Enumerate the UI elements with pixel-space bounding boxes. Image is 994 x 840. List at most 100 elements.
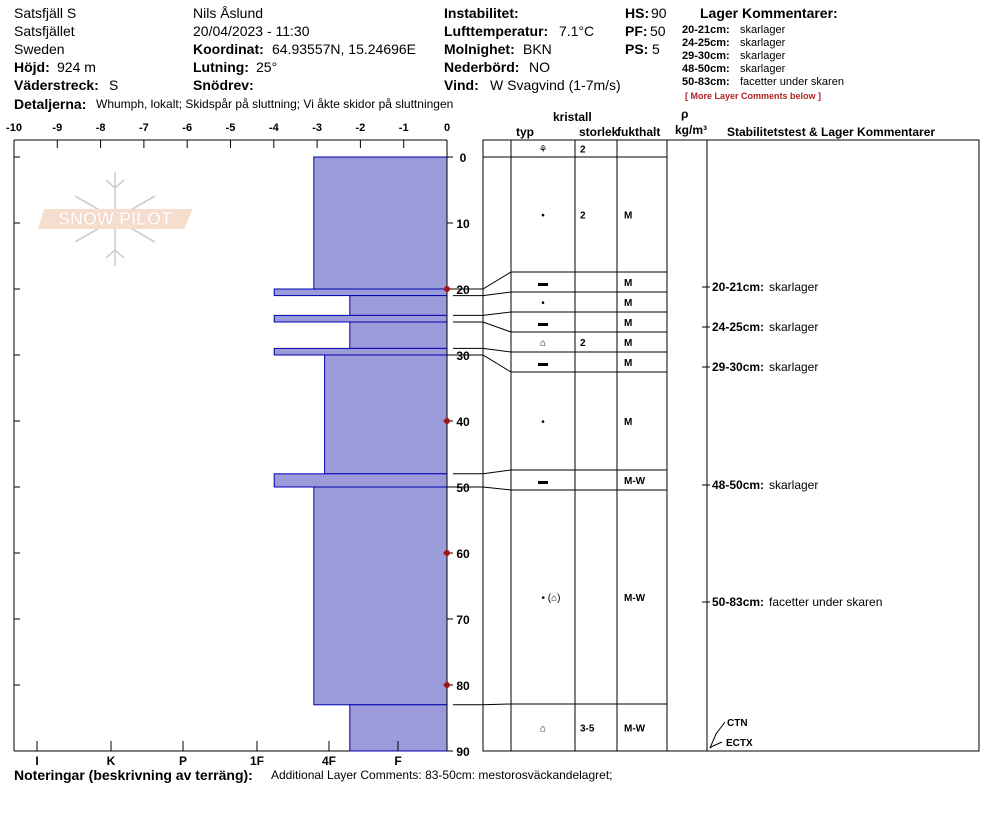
depth-connector xyxy=(453,291,512,297)
temperature-point xyxy=(443,285,451,293)
storlek-header: storlek xyxy=(579,125,619,139)
grain-type-symbol: • xyxy=(541,298,545,309)
depth-tick-label: 30 xyxy=(456,349,470,363)
depth-tick-label: 10 xyxy=(456,217,470,231)
hardness-tick-label: 1F xyxy=(250,754,264,768)
ctn-test-label: CTN xyxy=(727,718,748,729)
grain-type-symbol: ⚘ xyxy=(539,145,548,156)
grain-type-symbol: ⌂ xyxy=(540,338,546,349)
rho-unit-header: kg/m³ xyxy=(675,123,708,137)
temperature-point xyxy=(443,417,451,425)
depth-connector xyxy=(453,354,512,373)
hardness-tick-label: I xyxy=(35,754,38,768)
instability-label: Instabilitet: xyxy=(444,5,519,21)
grain-size: 2 xyxy=(580,145,586,156)
notes-label: Noteringar (beskrivning av terräng): xyxy=(14,767,253,783)
moisture: M xyxy=(624,358,632,369)
layer-table-border xyxy=(482,139,980,752)
airtemp-value: 7.1°C xyxy=(559,23,595,39)
temp-tick-label: -6 xyxy=(182,122,192,134)
temp-tick-label: -8 xyxy=(96,122,106,134)
typ-header: typ xyxy=(516,125,534,139)
details-text: Whumph, lokalt; Skidspår på sluttning; V… xyxy=(96,97,454,111)
grain-type-symbol: ▬ xyxy=(538,278,548,289)
depth-tick-label: 90 xyxy=(456,745,470,759)
depth-tick-label: 70 xyxy=(456,613,470,627)
coordinate-value: 64.93557N, 15.24696E xyxy=(272,41,417,57)
grain-type-symbol: ▬ xyxy=(538,476,548,487)
ps-value: 5 xyxy=(652,41,660,57)
hardness-bar xyxy=(273,288,448,297)
hardness-bar xyxy=(273,314,448,323)
hs-value: 90 xyxy=(651,5,667,21)
stability-header: Stabilitetstest & Lager Kommentarer xyxy=(727,125,936,139)
stability-comment-range: 20-21cm: xyxy=(712,280,764,294)
moisture: M xyxy=(624,278,632,289)
stability-comment-range: 50-83cm: xyxy=(712,595,764,609)
hs-label: HS: xyxy=(625,5,650,21)
observer-name: Nils Åslund xyxy=(193,5,264,21)
layer-comment-range: 29-30cm: xyxy=(682,50,730,62)
layer-comment-text: skarlager xyxy=(740,50,786,62)
fukthalt-header: fukthalt xyxy=(617,125,661,139)
stability-comment-text: skarlager xyxy=(769,280,818,294)
cloud-value: BKN xyxy=(523,41,552,57)
grain-type-symbol: ▬ xyxy=(538,318,548,329)
depth-connector xyxy=(453,347,512,353)
elevation-label: Höjd: xyxy=(14,59,50,75)
aspect-value: S xyxy=(109,77,119,93)
grain-type-symbol: ⌂ xyxy=(540,724,546,735)
depth-tick-label: 20 xyxy=(456,283,470,297)
moisture: M xyxy=(624,211,632,222)
kristall-header: kristall xyxy=(553,110,592,124)
wind-label: Vind: xyxy=(444,77,479,93)
stability-comment-range: 48-50cm: xyxy=(712,478,764,492)
temp-tick-label: 0 xyxy=(444,122,450,134)
layer-comment-text: facetter under skaren xyxy=(740,76,844,88)
layer-comment-range: 50-83cm: xyxy=(682,76,730,88)
layer-comment-text: skarlager xyxy=(740,24,786,36)
precip-value: NO xyxy=(529,59,550,75)
aspect-label: Väderstreck: xyxy=(14,77,99,93)
depth-tick-label: 60 xyxy=(456,547,470,561)
depth-connector xyxy=(453,486,512,491)
precip-label: Nederbörd: xyxy=(444,59,520,75)
area-name: Satsfjället xyxy=(14,23,75,39)
temp-tick-label: -9 xyxy=(52,122,62,134)
grain-type-symbol: • (⌂) xyxy=(542,593,561,604)
layer-comment-range: 48-50cm: xyxy=(682,63,730,75)
ctn-pointer xyxy=(709,721,726,749)
moisture: M-W xyxy=(624,724,646,735)
grain-size: 3-5 xyxy=(580,724,595,735)
temperature-point xyxy=(443,549,451,557)
wind-value: W Svagvind (1-7m/s) xyxy=(490,77,621,93)
temp-tick-label: -5 xyxy=(226,122,236,134)
moisture: M xyxy=(624,417,632,428)
depth-tick-label: 80 xyxy=(456,679,470,693)
moisture: M-W xyxy=(624,593,646,604)
observation-datetime: 20/04/2023 - 11:30 xyxy=(193,23,310,39)
moisture: M xyxy=(624,318,632,329)
hardness-bar xyxy=(349,295,448,316)
moisture: M-W xyxy=(624,476,646,487)
depth-connector xyxy=(453,271,512,290)
moisture: M xyxy=(624,338,632,349)
hardness-bar xyxy=(349,704,448,752)
airtemp-label: Lufttemperatur: xyxy=(444,23,549,39)
grain-size: 2 xyxy=(580,211,586,222)
depth-connector xyxy=(453,311,512,316)
grain-type-symbol: ▬ xyxy=(538,358,548,369)
ectx-pointer xyxy=(709,741,723,749)
stability-comment-range: 29-30cm: xyxy=(712,360,764,374)
location-name: Satsfjäll S xyxy=(14,5,77,21)
hardness-bar xyxy=(273,473,448,488)
notes-text: Additional Layer Comments: 83-50cm: mest… xyxy=(271,768,613,782)
depth-tick-label: 50 xyxy=(456,481,470,495)
elevation-value: 924 m xyxy=(57,59,96,75)
layer-comment-text: skarlager xyxy=(740,37,786,49)
temp-tick-label: -7 xyxy=(139,122,149,134)
more-layer-comments-link[interactable]: [ More Layer Comments below ] xyxy=(685,91,822,101)
grain-size: 2 xyxy=(580,338,586,349)
grain-type-symbol: • xyxy=(541,211,545,222)
